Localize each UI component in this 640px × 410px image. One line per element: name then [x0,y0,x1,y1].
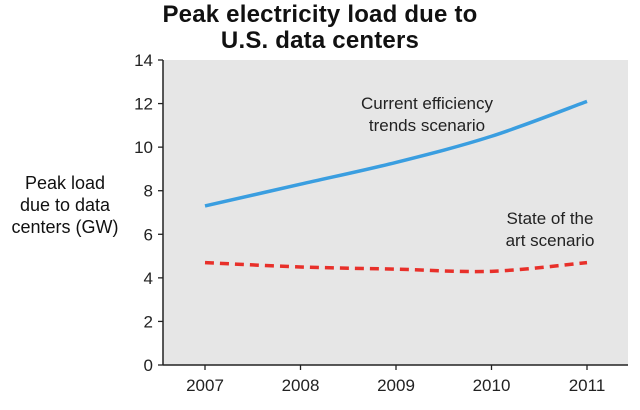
y-tick-label-3: 6 [144,225,153,244]
y-tick-label-5: 10 [134,138,153,157]
x-tick-label-3: 2010 [473,376,511,395]
series-label-0-line-1: trends scenario [369,116,485,135]
y-tick-label-4: 8 [144,182,153,201]
y-axis-label: Peak load due to data centers (GW) [6,172,124,238]
series-line-0 [204,99,588,208]
series-label-1-line-0: State of the [507,209,594,228]
y-axis-label-line-1: Peak load [24,173,106,193]
x-tick-label-0: 2007 [186,376,224,395]
series-line-1 [204,260,588,274]
x-tick-label-1: 2008 [282,376,320,395]
plot-area [163,60,628,365]
x-tick-label-2: 2009 [377,376,415,395]
y-axis-label-line-3: centers (GW) [11,217,119,237]
y-tick-label-2: 4 [144,269,153,288]
y-tick-label-0: 0 [144,356,153,375]
x-tick-label-4: 2011 [569,376,606,395]
y-tick-label-1: 2 [144,312,153,331]
chart-title-line-2: U.S. data centers [220,27,420,54]
chart-title-line-1: Peak electricity load due to [162,1,478,28]
y-tick-label-6: 12 [134,95,153,114]
series-label-1-line-1: art scenario [506,231,595,250]
series-label-0-line-0: Current efficiency [361,94,493,113]
y-axis-label-line-2: due to data [19,195,111,215]
y-tick-label-7: 14 [134,51,153,70]
